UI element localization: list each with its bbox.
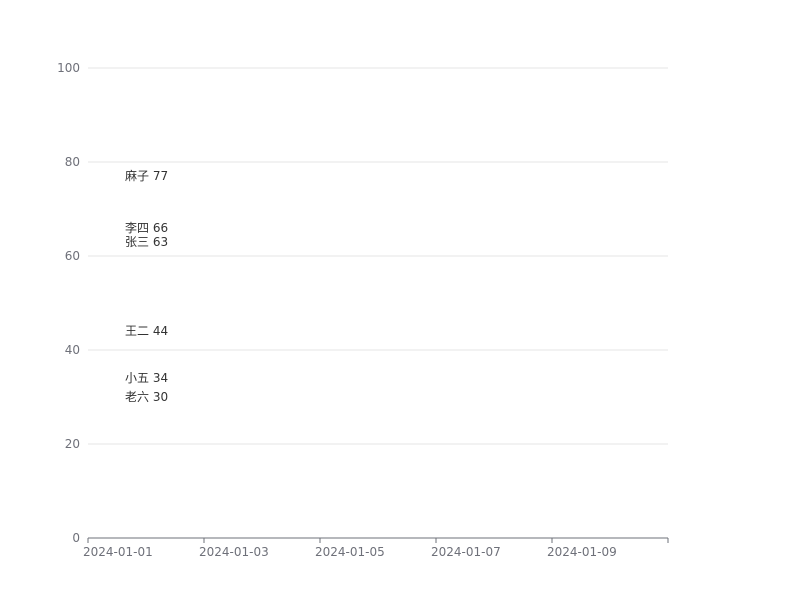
tick-labels: 0 20 40 60 80 100 2024-01-01 2024-01-03 2024-01-… bbox=[57, 61, 617, 559]
data-label: 张三 63 bbox=[125, 235, 168, 249]
data-label: 小五 34 bbox=[125, 371, 168, 385]
data-label: 李四 66 bbox=[125, 220, 168, 235]
x-tick-label: 2024-01-09 bbox=[547, 545, 617, 559]
y-tick-label: 60 bbox=[65, 249, 80, 263]
x-tick-label: 2024-01-05 bbox=[315, 545, 385, 559]
data-label: 老六 30 bbox=[125, 390, 168, 404]
y-tick-label: 0 bbox=[72, 531, 80, 545]
x-tick-label: 2024-01-07 bbox=[431, 545, 501, 559]
data-label: 王二 44 bbox=[125, 324, 168, 338]
y-tick-label: 20 bbox=[65, 437, 80, 451]
y-tick-label: 80 bbox=[65, 155, 80, 169]
x-tick-label: 2024-01-03 bbox=[199, 545, 269, 559]
grid-lines bbox=[88, 67, 668, 445]
y-tick-label: 40 bbox=[65, 343, 80, 357]
axes bbox=[87, 537, 669, 543]
x-tick-label: 2024-01-01 bbox=[83, 545, 153, 559]
data-label: 麻子 77 bbox=[125, 168, 168, 183]
y-tick-label: 100 bbox=[57, 61, 80, 75]
